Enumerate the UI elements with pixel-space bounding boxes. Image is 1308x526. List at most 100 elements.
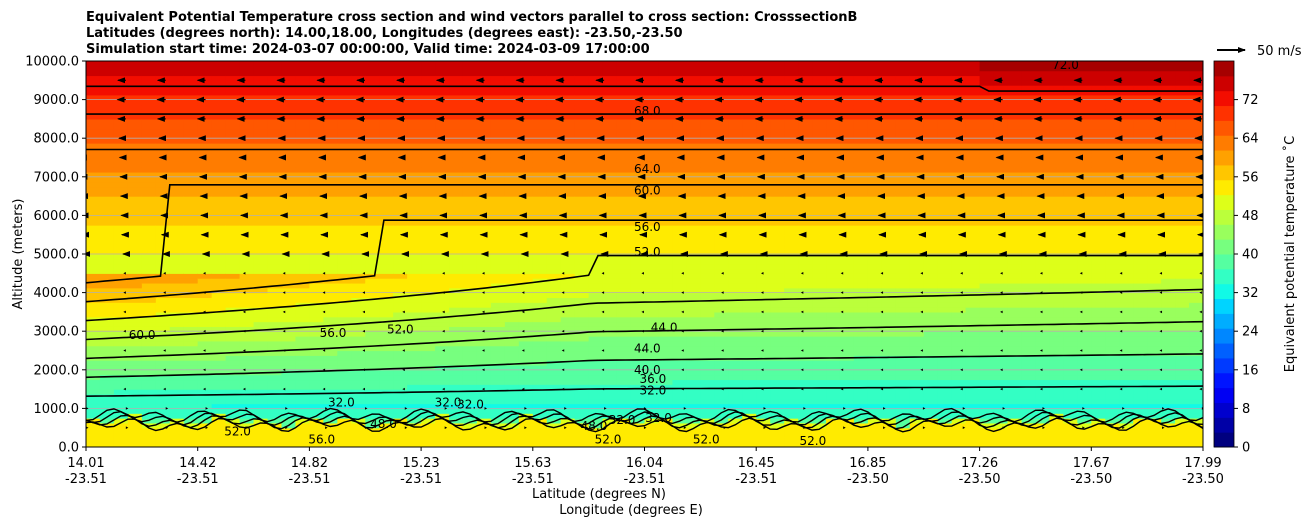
field-cell — [421, 157, 436, 163]
field-cell — [798, 340, 813, 347]
field-cell — [435, 292, 450, 299]
field-cell — [909, 355, 925, 361]
field-cell — [784, 287, 799, 294]
field-cell — [365, 393, 380, 400]
field-cell — [812, 321, 827, 327]
field-cell — [909, 432, 925, 438]
field-cell — [658, 61, 674, 67]
field-cell — [435, 118, 450, 125]
field-cell — [909, 364, 925, 371]
field-cell — [700, 143, 715, 149]
field-cell — [909, 398, 925, 405]
field-cell — [686, 191, 701, 197]
field-cell — [141, 350, 157, 356]
field-cell — [909, 109, 925, 115]
field-cell — [616, 143, 632, 149]
field-cell — [365, 403, 380, 409]
field-cell — [490, 258, 506, 265]
field-cell — [421, 360, 436, 366]
field-cell — [602, 133, 618, 139]
field-cell — [742, 408, 757, 414]
field-cell — [239, 171, 255, 178]
field-cell — [923, 225, 939, 231]
field-cell — [700, 171, 715, 178]
field-cell — [490, 133, 506, 139]
field-cell — [839, 393, 855, 400]
field-cell — [351, 244, 366, 250]
field-cell — [658, 336, 674, 342]
field-cell — [518, 123, 534, 130]
field-cell — [784, 123, 799, 130]
field-cell — [490, 268, 506, 274]
field-cell — [881, 398, 897, 405]
field-cell — [211, 109, 227, 115]
field-cell — [253, 297, 269, 303]
field-cell — [546, 85, 562, 91]
field-cell — [337, 229, 352, 236]
field-cell — [909, 273, 925, 279]
field-cell — [113, 99, 129, 106]
field-cell — [99, 408, 115, 414]
field-cell — [197, 268, 213, 274]
field-cell — [141, 268, 157, 274]
field-cell — [365, 229, 380, 236]
field-cell — [86, 220, 101, 226]
field-cell — [784, 70, 799, 77]
field-cell — [742, 355, 757, 361]
field-cell — [798, 403, 813, 409]
field-cell — [616, 379, 632, 385]
field-cell — [99, 364, 115, 371]
field-cell — [812, 422, 827, 429]
field-cell — [253, 258, 269, 265]
field-cell — [937, 186, 953, 192]
field-cell — [770, 234, 785, 241]
field-cell — [504, 80, 520, 86]
field-cell — [449, 254, 464, 260]
field-cell — [99, 138, 115, 144]
field-cell — [86, 413, 101, 419]
field-cell — [826, 147, 841, 154]
field-cell — [784, 143, 799, 149]
field-cell — [393, 186, 408, 192]
field-cell — [672, 326, 687, 332]
field-cell — [728, 80, 743, 86]
field-cell — [183, 437, 199, 443]
field-cell — [476, 89, 492, 96]
field-cell — [658, 239, 674, 245]
field-cell — [351, 157, 366, 163]
field-cell — [462, 65, 478, 72]
field-cell — [881, 196, 897, 202]
field-cell — [267, 70, 283, 77]
field-cell — [449, 123, 464, 130]
field-cell — [714, 287, 729, 294]
field-cell — [86, 398, 101, 405]
field-cell — [700, 398, 715, 405]
field-cell — [560, 104, 576, 110]
field-cell — [239, 89, 255, 96]
field-cell — [197, 263, 213, 270]
field-cell — [630, 61, 646, 67]
field-cell — [588, 302, 604, 308]
field-cell — [756, 205, 771, 212]
field-cell — [588, 171, 604, 178]
field-cell — [267, 350, 283, 356]
field-cell — [323, 147, 338, 154]
field-cell — [351, 345, 366, 352]
field-cell — [672, 99, 687, 106]
field-cell — [490, 302, 506, 308]
field-cell — [462, 331, 478, 337]
field-cell — [267, 331, 283, 337]
field-cell — [686, 210, 701, 216]
field-cell — [113, 364, 129, 371]
field-cell — [770, 229, 785, 236]
field-cell — [365, 258, 380, 265]
field-cell — [309, 225, 324, 231]
field-cell — [379, 143, 394, 149]
field-cell — [867, 200, 883, 207]
field-cell — [127, 61, 143, 67]
field-cell — [183, 157, 199, 163]
field-cell — [672, 254, 687, 260]
field-cell — [155, 336, 171, 342]
field-cell — [309, 403, 324, 409]
